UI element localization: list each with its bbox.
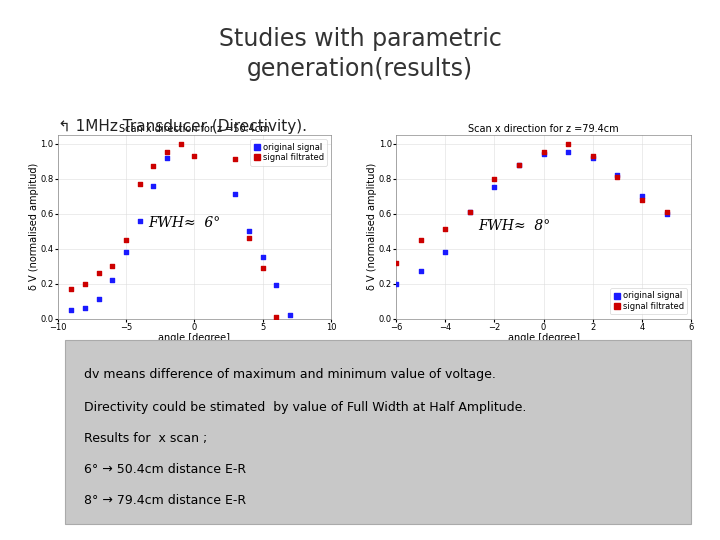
Text: Directivity could be stimated  by value of Full Width at Half Amplitude.: Directivity could be stimated by value o… [84, 401, 526, 414]
Point [284, 311, 296, 320]
Point [587, 152, 598, 160]
Point [243, 234, 255, 242]
Y-axis label: δ V (normalised amplitud): δ V (normalised amplitud) [29, 163, 39, 291]
Point [189, 152, 200, 160]
Point [271, 281, 282, 289]
Point [415, 235, 426, 244]
Y-axis label: δ V (normalised amplitud): δ V (normalised amplitud) [367, 163, 377, 291]
Point [230, 155, 241, 164]
Text: 6° → 50.4cm distance E-R: 6° → 50.4cm distance E-R [84, 463, 246, 476]
Title: Scan x direction for z =50.4cm: Scan x direction for z =50.4cm [119, 124, 270, 134]
Point [148, 162, 159, 171]
Point [464, 207, 476, 216]
Text: 8° → 79.4cm distance E-R: 8° → 79.4cm distance E-R [84, 495, 246, 508]
Point [93, 269, 104, 278]
Point [120, 235, 132, 244]
Point [161, 153, 173, 162]
Title: Scan x direction for z =79.4cm: Scan x direction for z =79.4cm [468, 124, 619, 134]
Point [538, 148, 549, 157]
Point [562, 139, 574, 148]
Point [513, 160, 525, 169]
Point [107, 276, 118, 285]
Point [390, 279, 402, 288]
Point [538, 150, 549, 159]
Point [79, 279, 91, 288]
Point [439, 248, 451, 256]
FancyBboxPatch shape [65, 340, 691, 524]
Point [661, 207, 672, 216]
Point [134, 180, 145, 188]
Point [390, 258, 402, 267]
Legend: original signal, signal filtrated: original signal, signal filtrated [250, 139, 327, 165]
Point [148, 181, 159, 190]
Point [134, 217, 145, 225]
Point [175, 139, 186, 148]
Point [464, 207, 476, 216]
Point [120, 248, 132, 256]
Text: dv means difference of maximum and minimum value of voltage.: dv means difference of maximum and minim… [84, 368, 495, 381]
Point [587, 153, 598, 162]
Text: Studies with parametric
generation(results): Studies with parametric generation(resul… [219, 27, 501, 80]
Point [243, 227, 255, 235]
Point [439, 225, 451, 234]
Point [271, 313, 282, 321]
Text: Results for  x scan ;: Results for x scan ; [84, 432, 207, 445]
Legend: original signal, signal filtrated: original signal, signal filtrated [610, 288, 687, 314]
Point [612, 173, 624, 181]
Point [107, 262, 118, 271]
X-axis label: angle [degree]: angle [degree] [508, 333, 580, 343]
Point [230, 190, 241, 199]
Text: FWH≈  6°: FWH≈ 6° [148, 216, 220, 230]
Point [257, 264, 269, 272]
Point [66, 306, 77, 314]
Text: FWH≈  8°: FWH≈ 8° [479, 219, 551, 233]
Point [161, 148, 173, 157]
Point [79, 304, 91, 313]
Point [513, 160, 525, 169]
Point [636, 195, 648, 204]
Point [612, 171, 624, 179]
Point [489, 183, 500, 192]
Point [562, 148, 574, 157]
Point [93, 295, 104, 303]
Point [489, 174, 500, 183]
X-axis label: angle [degree]: angle [degree] [158, 333, 230, 343]
Point [415, 267, 426, 276]
Point [66, 285, 77, 293]
Text: ↰ 1MHz Transducer (Directivity).: ↰ 1MHz Transducer (Directivity). [58, 119, 307, 134]
Point [257, 253, 269, 262]
Point [661, 210, 672, 218]
Point [636, 192, 648, 200]
